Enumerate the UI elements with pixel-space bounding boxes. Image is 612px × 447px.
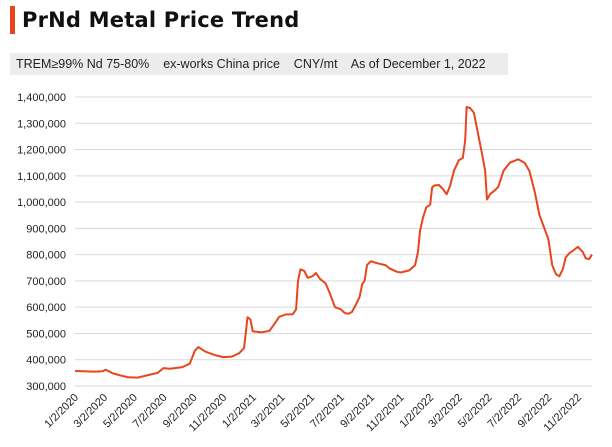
y-tick-label: 1,200,000 [17, 145, 66, 157]
y-tick-label: 300,000 [26, 381, 66, 393]
chart-gridlines [75, 96, 592, 387]
y-axis: 300,000 400,000 500,000 600,000 700,000 800,0… [17, 92, 66, 393]
y-tick-label: 400,000 [26, 355, 66, 367]
y-tick-label: 700,000 [26, 276, 66, 288]
y-tick-label: 1,000,000 [17, 197, 66, 209]
series-group [74, 106, 593, 379]
series-line [74, 106, 593, 379]
y-tick-label: 1,300,000 [17, 118, 66, 130]
x-axis: 1/2/20203/2/20205/2/20207/2/20209/2/2020… [42, 392, 584, 435]
y-tick-label: 900,000 [26, 223, 66, 235]
y-tick-label: 1,100,000 [17, 171, 66, 183]
chart-subtitle: TREM≥99% Nd 75-80% ex-works China price … [10, 53, 508, 75]
y-tick-label: 600,000 [26, 302, 66, 314]
title-accent-bar [10, 6, 15, 34]
y-tick-label: 1,400,000 [17, 92, 66, 104]
y-tick-label: 800,000 [26, 250, 66, 262]
y-tick-label: 500,000 [26, 328, 66, 340]
chart-title-wrap: PrNd Metal Price Trend [10, 4, 299, 36]
chart-title: PrNd Metal Price Trend [22, 8, 300, 32]
